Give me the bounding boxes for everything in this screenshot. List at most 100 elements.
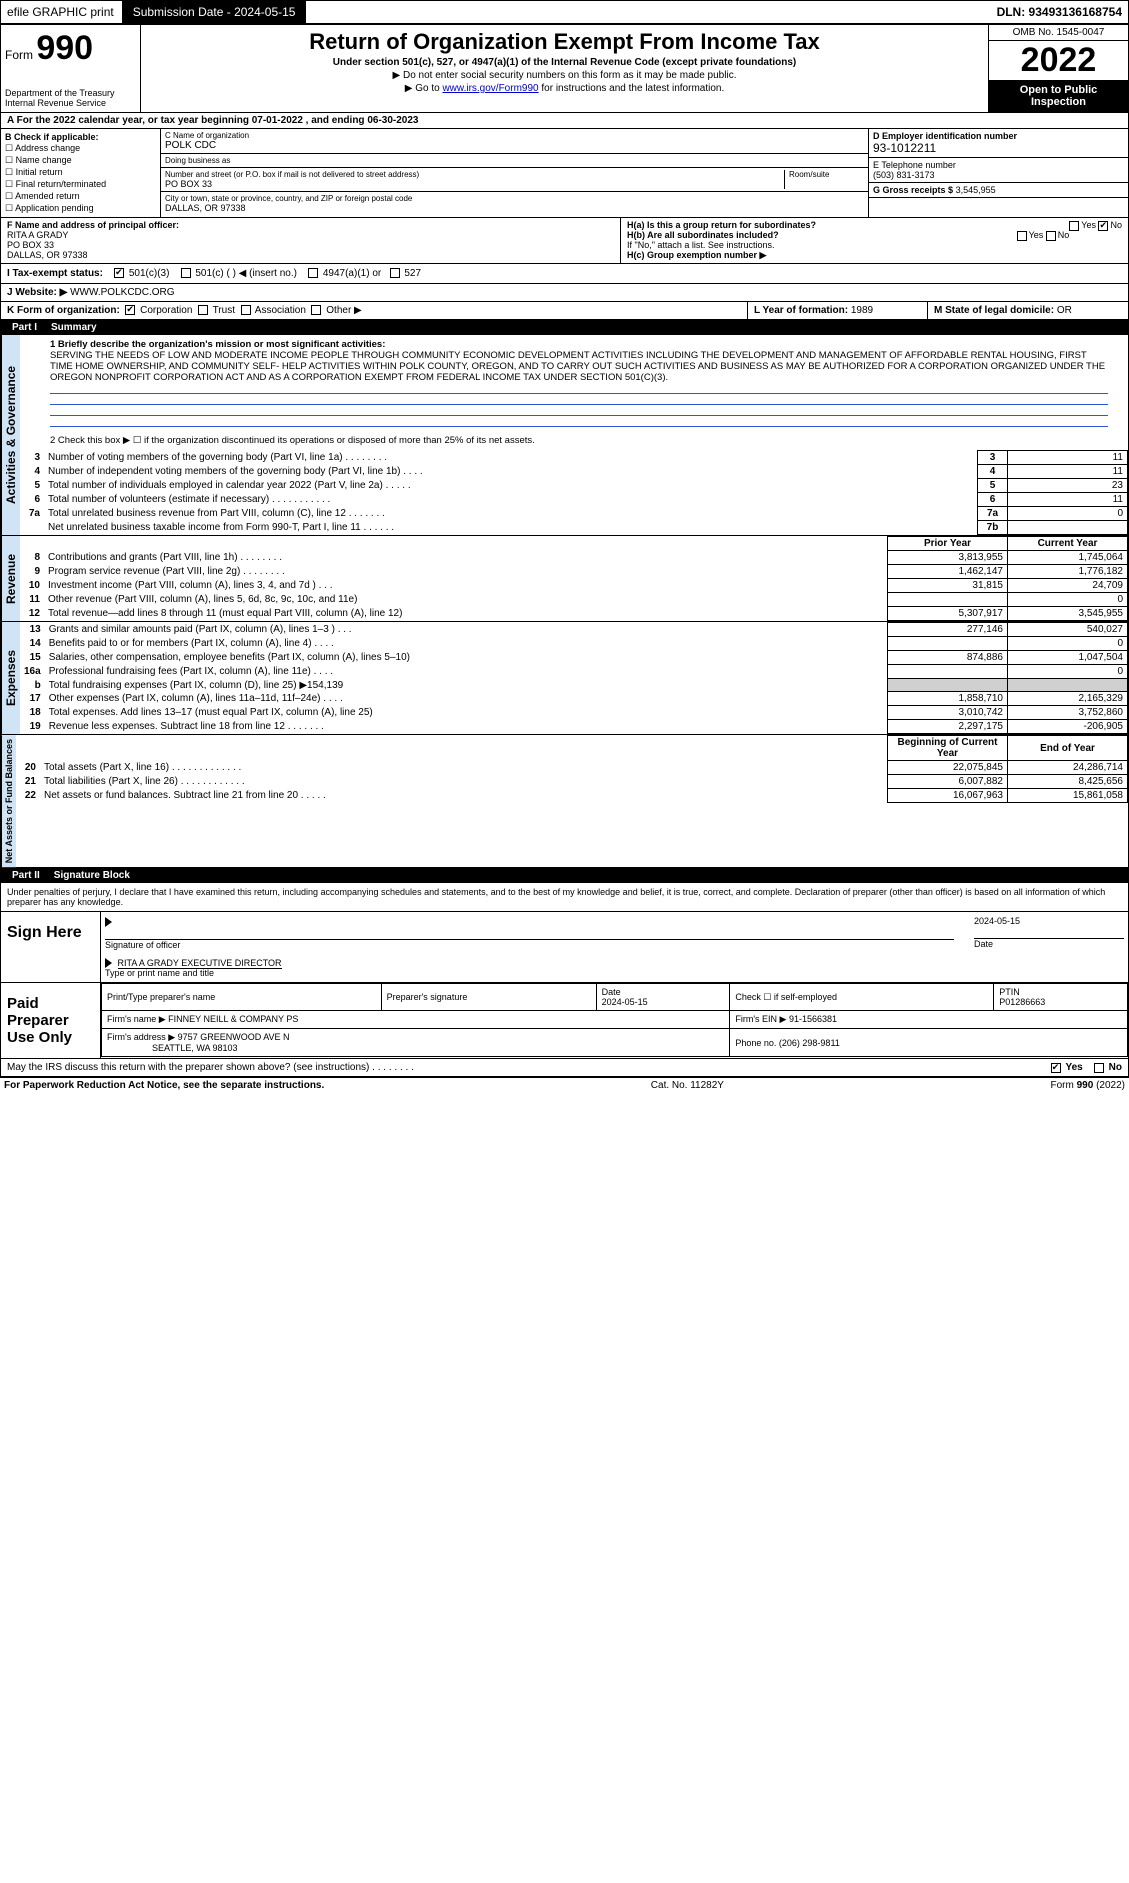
address-change-checkbox[interactable]: ☐ Address change	[5, 143, 156, 154]
netassets-section: Net Assets or Fund Balances Beginning of…	[0, 735, 1129, 868]
expenses-vert-label: Expenses	[1, 622, 20, 734]
ha-yes-checkbox[interactable]	[1069, 221, 1079, 231]
block-c: C Name of organization POLK CDC Doing bu…	[161, 129, 868, 217]
line-2: 2 Check this box ▶ ☐ if the organization…	[20, 431, 1128, 450]
officer-addr2: DALLAS, OR 97338	[7, 250, 614, 260]
current-year-header: Current Year	[1008, 537, 1128, 551]
irs-no-checkbox[interactable]	[1094, 1063, 1104, 1073]
footer-left: For Paperwork Reduction Act Notice, see …	[4, 1080, 324, 1091]
ptin-label: PTIN	[999, 987, 1020, 997]
expenses-table: 13Grants and similar amounts paid (Part …	[20, 622, 1128, 734]
block-deg: D Employer identification number 93-1012…	[868, 129, 1128, 217]
header-blocks: B Check if applicable: ☐ Address change …	[0, 129, 1129, 218]
officer-sig-label: Signature of officer	[105, 940, 954, 950]
officer-label: F Name and address of principal officer:	[7, 220, 614, 230]
part-i-title: Summary	[51, 322, 97, 333]
hb-yes-checkbox[interactable]	[1017, 231, 1027, 241]
form-990-number: 990	[36, 29, 93, 67]
arrow-icon	[105, 958, 112, 968]
submission-date-button[interactable]: Submission Date - 2024-05-15	[122, 1, 307, 23]
activities-vert-label: Activities & Governance	[1, 335, 20, 535]
corporation-checkbox[interactable]	[125, 305, 135, 315]
amended-return-checkbox[interactable]: ☐ Amended return	[5, 191, 156, 202]
form-footer: For Paperwork Reduction Act Notice, see …	[0, 1077, 1129, 1093]
org-name: POLK CDC	[165, 140, 864, 151]
hc-label: H(c) Group exemption number ▶	[627, 250, 766, 260]
part-ii-num: Part II	[6, 870, 46, 881]
association-checkbox[interactable]	[241, 305, 251, 315]
501c3-checkbox[interactable]	[114, 268, 124, 278]
end-year-header: End of Year	[1008, 736, 1128, 761]
ptin-value: P01286663	[999, 997, 1045, 1007]
prep-name-header: Print/Type preparer's name	[102, 984, 382, 1011]
arrow-icon	[105, 917, 112, 927]
phone-value: (503) 831-3173	[873, 170, 1124, 180]
calendar-year-row: A For the 2022 calendar year, or tax yea…	[0, 113, 1129, 129]
preparer-table: Print/Type preparer's name Preparer's si…	[101, 983, 1128, 1057]
part-i-header: Part I Summary	[0, 320, 1129, 335]
firm-ein-label: Firm's EIN ▶	[735, 1014, 786, 1024]
efile-label: efile GRAPHIC print	[1, 3, 120, 21]
irs-link[interactable]: www.irs.gov/Form990	[442, 83, 538, 94]
officer-name-title: RITA A GRADY EXECUTIVE DIRECTOR	[118, 958, 282, 969]
527-checkbox[interactable]	[390, 268, 400, 278]
ha-no-checkbox[interactable]	[1098, 221, 1108, 231]
trust-checkbox[interactable]	[198, 305, 208, 315]
name-change-checkbox[interactable]: ☐ Name change	[5, 155, 156, 166]
form-header: Form 990 Department of the Treasury Inte…	[0, 24, 1129, 113]
block-f: F Name and address of principal officer:…	[1, 218, 621, 263]
block-b: B Check if applicable: ☐ Address change …	[1, 129, 161, 217]
prep-date-value: 2024-05-15	[602, 997, 648, 1007]
subtitle-1: Under section 501(c), 527, or 4947(a)(1)…	[149, 57, 980, 68]
phone-label: E Telephone number	[873, 160, 1124, 170]
part-i-num: Part I	[6, 322, 43, 333]
street-value: PO BOX 33	[165, 179, 784, 189]
final-return-checkbox[interactable]: ☐ Final return/terminated	[5, 179, 156, 190]
firm-phone-label: Phone no.	[735, 1038, 776, 1048]
klm-row: K Form of organization: Corporation Trus…	[0, 302, 1129, 320]
ein-value: 93-1012211	[873, 141, 1124, 155]
street-label: Number and street (or P.O. box if mail i…	[165, 170, 784, 179]
footer-mid: Cat. No. 11282Y	[651, 1080, 724, 1091]
gross-receipts-value: 3,545,955	[956, 185, 996, 195]
state-domicile-value: OR	[1057, 305, 1072, 316]
beginning-year-header: Beginning of Current Year	[888, 736, 1008, 761]
block-j-row: J Website: ▶ WWW.POLKCDC.ORG	[0, 284, 1129, 302]
prep-selfemployed[interactable]: Check ☐ if self-employed	[730, 984, 994, 1011]
form-of-org-label: K Form of organization:	[7, 305, 120, 316]
prep-sig-header: Preparer's signature	[381, 984, 596, 1011]
application-pending-checkbox[interactable]: ☐ Application pending	[5, 203, 156, 214]
4947-checkbox[interactable]	[308, 268, 318, 278]
expenses-section: Expenses 13Grants and similar amounts pa…	[0, 622, 1129, 735]
firm-name-label: Firm's name ▶	[107, 1014, 166, 1024]
dln-label: DLN: 93493136168754	[991, 3, 1128, 21]
website-label: J Website: ▶	[7, 287, 67, 298]
501c-checkbox[interactable]	[181, 268, 191, 278]
officer-name-label: Type or print name and title	[105, 968, 1124, 978]
firm-name-value: FINNEY NEILL & COMPANY PS	[168, 1014, 298, 1024]
initial-return-checkbox[interactable]: ☐ Initial return	[5, 167, 156, 178]
revenue-table: Prior Year Current Year 8Contributions a…	[20, 536, 1128, 621]
firm-phone-value: (206) 298-9811	[779, 1038, 840, 1048]
website-value: WWW.POLKCDC.ORG	[70, 287, 174, 298]
efile-topbar: efile GRAPHIC print Submission Date - 20…	[0, 0, 1129, 24]
sig-date-label: Date	[974, 939, 1124, 949]
irs-yes-checkbox[interactable]	[1051, 1063, 1061, 1073]
signature-block: Sign Here Signature of officer 2024-05-1…	[0, 911, 1129, 1059]
block-i-row: I Tax-exempt status: 501(c)(3) 501(c) ( …	[0, 264, 1129, 284]
fh-row: F Name and address of principal officer:…	[0, 218, 1129, 264]
tax-exempt-label: I Tax-exempt status:	[7, 268, 103, 279]
open-to-public: Open to Public Inspection	[989, 80, 1128, 112]
subtitle-2: ▶ Do not enter social security numbers o…	[149, 70, 980, 81]
footer-right: Form 990 (2022)	[1051, 1080, 1125, 1091]
hb-no-checkbox[interactable]	[1046, 231, 1056, 241]
city-value: DALLAS, OR 97338	[165, 203, 864, 213]
other-checkbox[interactable]	[311, 305, 321, 315]
dba-label: Doing business as	[165, 156, 864, 165]
activities-section: Activities & Governance 1 Briefly descri…	[0, 335, 1129, 536]
ein-label: D Employer identification number	[873, 131, 1124, 141]
firm-ein-value: 91-1566381	[789, 1014, 837, 1024]
org-name-label: C Name of organization	[165, 131, 864, 140]
mission-text: SERVING THE NEEDS OF LOW AND MODERATE IN…	[50, 350, 1108, 383]
tax-year: 2022	[989, 41, 1128, 80]
